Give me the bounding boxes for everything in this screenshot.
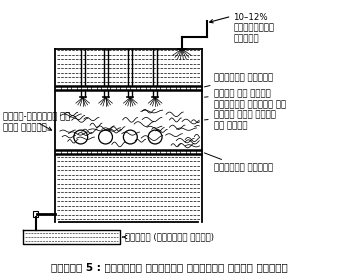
Bar — [33, 211, 38, 217]
Bar — [111, 86, 116, 90]
Text: सछिद्र तख्ता: सछिद्र तख्ता — [204, 73, 273, 87]
Text: पुराने सिरके से
भिगी हुई लकड़ी
की छीलन: पुराने सिरके से भिगी हुई लकड़ी की छीलन — [204, 100, 286, 130]
Bar — [71, 150, 77, 154]
Bar — [120, 86, 126, 90]
Bar — [101, 150, 106, 154]
Bar — [150, 150, 156, 154]
Bar — [190, 86, 196, 90]
Bar — [160, 150, 166, 154]
Bar — [130, 86, 136, 90]
Text: सिरका (एसीटिक अम्ल): सिरका (एसीटिक अम्ल) — [123, 232, 214, 242]
Bar — [140, 86, 146, 90]
Bar — [120, 150, 126, 154]
Bar — [91, 86, 97, 90]
Bar — [130, 150, 136, 154]
Bar — [91, 150, 97, 154]
Bar — [150, 86, 156, 90]
Text: वायु-प्रवेश के
लिए छिद्र: वायु-प्रवेश के लिए छिद्र — [3, 113, 71, 132]
Bar — [160, 86, 166, 90]
Bar — [180, 150, 186, 154]
Bar — [101, 86, 106, 90]
Bar — [61, 150, 67, 154]
Bar — [170, 150, 176, 154]
Text: सछिद्र तख्ता: सछिद्र तख्ता — [204, 153, 273, 172]
Bar — [81, 150, 87, 154]
Bar — [170, 86, 176, 90]
Bar — [81, 86, 87, 90]
Bar — [61, 86, 67, 90]
Text: 10–12%
एल्कोहॉल
विलयन: 10–12% एल्कोहॉल विलयन — [234, 13, 275, 43]
Text: चित्र 5 : किण्वन द्वारा एसीटिक अम्ल बनाना: चित्र 5 : किण्वन द्वारा एसीटिक अम्ल बनान… — [51, 262, 287, 272]
Bar — [140, 150, 146, 154]
Text: लकड़ी का पीपा: लकड़ी का पीपा — [204, 89, 271, 98]
Bar — [71, 86, 77, 90]
Bar — [190, 150, 196, 154]
Bar — [111, 150, 116, 154]
Bar — [180, 86, 186, 90]
